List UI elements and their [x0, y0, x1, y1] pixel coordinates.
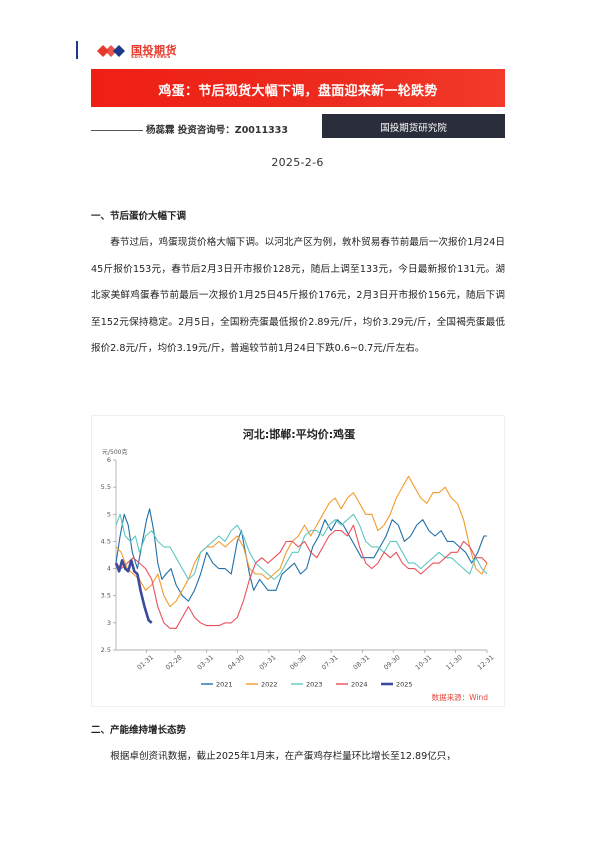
y-tick-label: 3.5 — [101, 592, 111, 600]
section-paragraph-2: 根据卓创资讯数据，截止2025年1月末，在产蛋鸡存栏量环比增长至12.89亿只， — [110, 751, 456, 762]
y-tick-label: 4.5 — [101, 537, 111, 545]
author-line: 杨蕊霖 投资咨询号：Z0011333 — [91, 122, 288, 136]
series-line-2023 — [115, 513, 488, 580]
report-date: 2025-2-6 — [271, 156, 324, 169]
report-title: 鸡蛋：节后现货大幅下调，盘面迎来新一轮跌势 — [158, 84, 438, 99]
series-line-2022 — [115, 475, 488, 608]
section-heading-1: 一、节后蛋价大幅下调 — [91, 211, 187, 222]
chart-source: 数据来源：Wind — [432, 692, 489, 702]
x-tick-label: 08-31 — [352, 653, 372, 671]
series-line-2021 — [115, 508, 487, 602]
legend-label-2021: 2021 — [216, 681, 233, 689]
y-tick-label: 5.5 — [101, 483, 111, 491]
x-tick-label: 05-31 — [258, 653, 278, 671]
legend-label-2022: 2022 — [261, 681, 278, 689]
y-tick-label: 5 — [107, 510, 111, 518]
chart-title: 河北:邯郸:平均价:鸡蛋 — [243, 427, 356, 441]
x-tick-label: 02-28 — [164, 653, 184, 671]
x-tick-label: 04-30 — [226, 653, 246, 671]
x-tick-label: 01-31 — [135, 653, 155, 671]
header-accent-bar — [76, 41, 78, 59]
author-divider — [91, 130, 143, 131]
y-tick-label: 2.5 — [101, 646, 111, 654]
x-tick-label: 09-30 — [382, 653, 402, 671]
title-banner: 鸡蛋：节后现货大幅下调，盘面迎来新一轮跌势 — [91, 69, 505, 107]
price-chart: 河北:邯郸:平均价:鸡蛋元/500克 2.5 3 3.5 4 4.5 5 5.5 6 01-31 0… — [91, 415, 505, 707]
x-tick-label: 07-31 — [320, 653, 340, 671]
legend-label-2024: 2024 — [351, 681, 368, 689]
company-logo: 国投期货 SDIC FUTURES — [97, 42, 197, 60]
institute-name: 国投期货研究院 — [380, 123, 447, 134]
x-tick-label: 03-31 — [196, 653, 216, 671]
legend-label-2025: 2025 — [396, 681, 413, 689]
author-name: 杨蕊霖 投资咨询号：Z0011333 — [146, 125, 288, 136]
logo-english-name: SDIC FUTURES — [131, 54, 171, 59]
y-tick-label: 6 — [107, 456, 111, 464]
series-line-2025 — [114, 559, 153, 624]
chart-canvas: 河北:邯郸:平均价:鸡蛋元/500克 2.5 3 3.5 4 4.5 5 5.5 6 01-31 0… — [101, 427, 496, 702]
x-tick-label: 12-31 — [476, 653, 496, 671]
legend-label-2023: 2023 — [306, 681, 323, 689]
logo-mark-icon — [97, 45, 125, 57]
section-heading-2: 二、产能维持增长态势 — [91, 725, 187, 736]
y-tick-label: 3 — [107, 619, 111, 627]
section-paragraph-1: 春节过后，鸡蛋现货价格大幅下调。以河北产区为例，敦朴贸易春节前最后一次报价1月2… — [91, 237, 505, 355]
y-tick-label: 4 — [107, 565, 111, 573]
series-line-2024 — [115, 524, 488, 629]
logo-chinese-name: 国投期货 — [131, 44, 177, 57]
institute-badge: 国投期货研究院 — [322, 114, 505, 138]
x-tick-label: 11-30 — [444, 653, 464, 671]
x-tick-label: 10-31 — [414, 653, 434, 671]
x-tick-label: 06-30 — [288, 653, 308, 671]
y-axis-label: 元/500克 — [102, 448, 127, 456]
